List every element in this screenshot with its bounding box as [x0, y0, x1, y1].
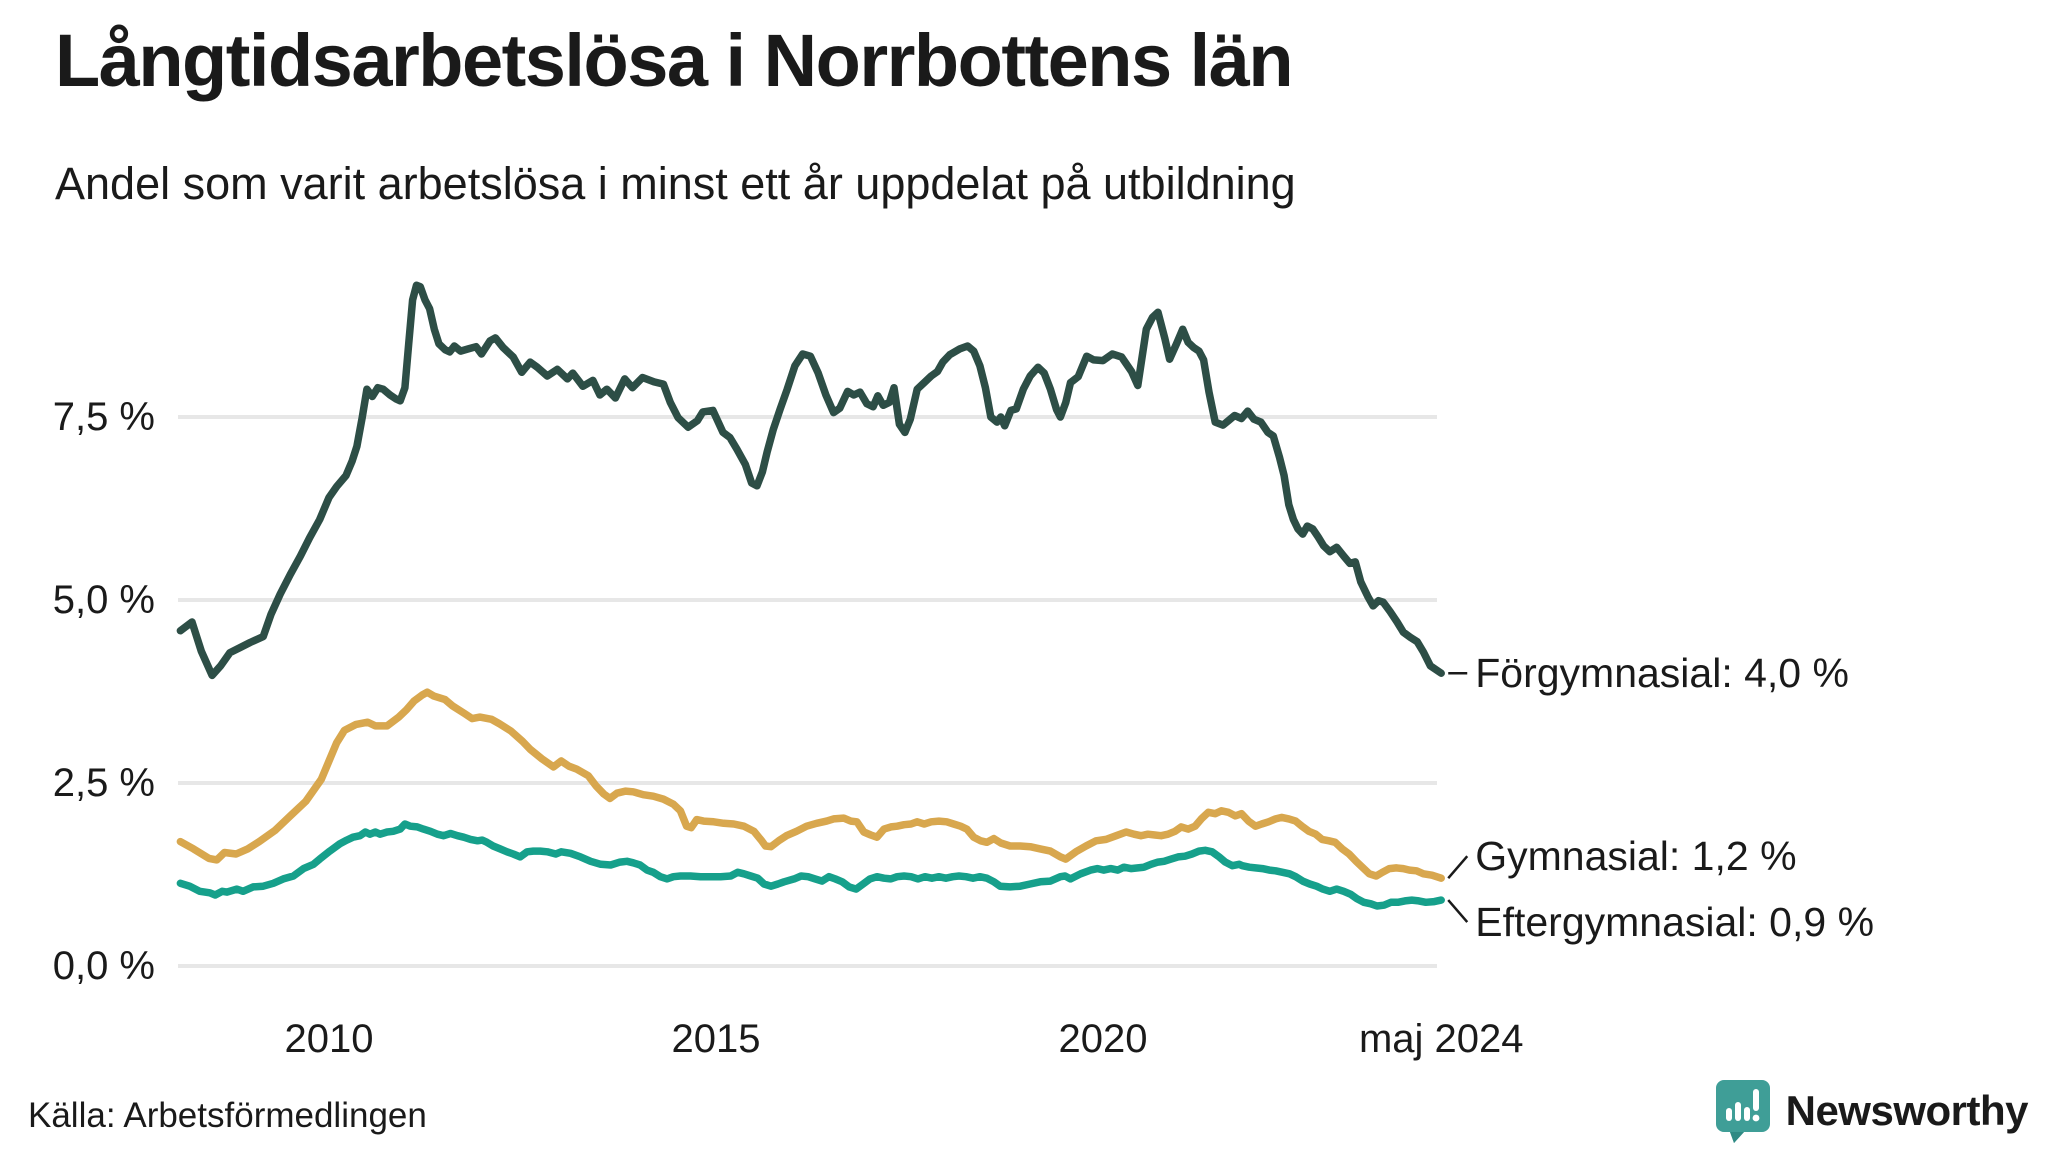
gridlines: [178, 415, 1437, 968]
x-axis-labels: 2010 2015 2020 maj 2024: [285, 1017, 1524, 1061]
x-tick-label: 2010: [285, 1017, 374, 1061]
series-line-eftergymnasial: [176, 820, 1445, 910]
y-tick-label: 0,0 %: [53, 944, 155, 988]
page-subtitle: Andel som varit arbetslösa i minst ett å…: [55, 158, 1296, 209]
newsworthy-logo-icon: [1715, 1080, 1770, 1143]
annotation-connector: [1447, 855, 1469, 879]
y-tick-label: 2,5 %: [53, 761, 155, 805]
y-tick-label: 5,0 %: [53, 578, 155, 622]
series-line-förgymnasial: [176, 281, 1445, 680]
data-series: [176, 281, 1445, 910]
series-end-labels: Förgymnasial: 4,0 % Gymnasial: 1,2 % Efter…: [1447, 650, 1874, 945]
newsworthy-brand[interactable]: Newsworthy: [1714, 1078, 2029, 1144]
page-title: Långtidsarbetslösa i Norrbottens län: [55, 19, 1294, 102]
x-tick-label: maj 2024: [1359, 1017, 1524, 1061]
series-end-label-eftergymnasial: Eftergymnasial: 0,9 %: [1475, 899, 1874, 945]
series-end-label-förgymnasial: Förgymnasial: 4,0 %: [1475, 650, 1849, 696]
annotation-connector: [1447, 899, 1469, 923]
x-tick-label: 2020: [1059, 1017, 1148, 1061]
y-axis-labels: 0,0 % 2,5 % 5,0 % 7,5 %: [53, 395, 155, 988]
x-tick-label: 2015: [672, 1017, 761, 1061]
y-tick-label: 7,5 %: [53, 395, 155, 439]
series-line-gymnasial: [176, 688, 1445, 882]
newsworthy-brand-text: Newsworthy: [1785, 1087, 2029, 1134]
series-end-label-gymnasial: Gymnasial: 1,2 %: [1475, 833, 1796, 879]
source-note: Källa: Arbetsförmedlingen: [28, 1096, 427, 1135]
